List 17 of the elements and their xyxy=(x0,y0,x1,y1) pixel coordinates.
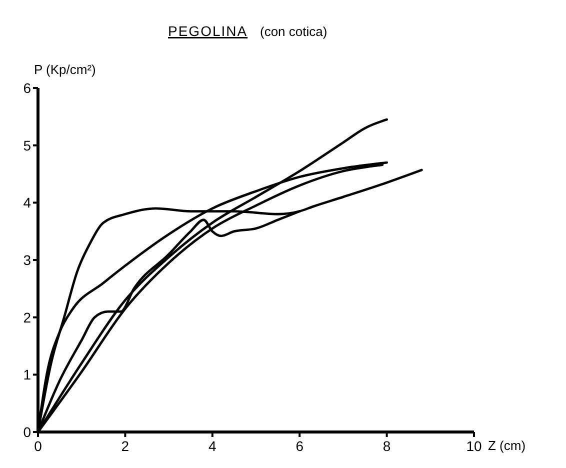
chart-subtitle: (con cotica) xyxy=(260,24,328,39)
x-tick-label: 10 xyxy=(466,438,482,454)
chart-title: PEGOLINA xyxy=(168,23,248,39)
x-axis-title: Z (cm) xyxy=(488,438,526,453)
y-tick-label: 5 xyxy=(23,137,32,154)
y-tick-label: 0 xyxy=(23,424,32,440)
y-tick-label: 3 xyxy=(23,252,32,268)
y-tick-label: 4 xyxy=(23,194,32,211)
y-tick-label: 6 xyxy=(23,80,32,96)
x-tick-label: 8 xyxy=(382,438,391,454)
x-tick-label: 2 xyxy=(121,438,130,454)
y-tick-label: 1 xyxy=(23,366,32,383)
x-tick-label: 6 xyxy=(296,438,304,454)
x-tick-label: 0 xyxy=(34,438,42,454)
y-axis-title: P (Kp/cm²) xyxy=(34,62,96,77)
y-tick-label: 2 xyxy=(23,309,32,326)
x-tick-label: 4 xyxy=(208,438,216,454)
